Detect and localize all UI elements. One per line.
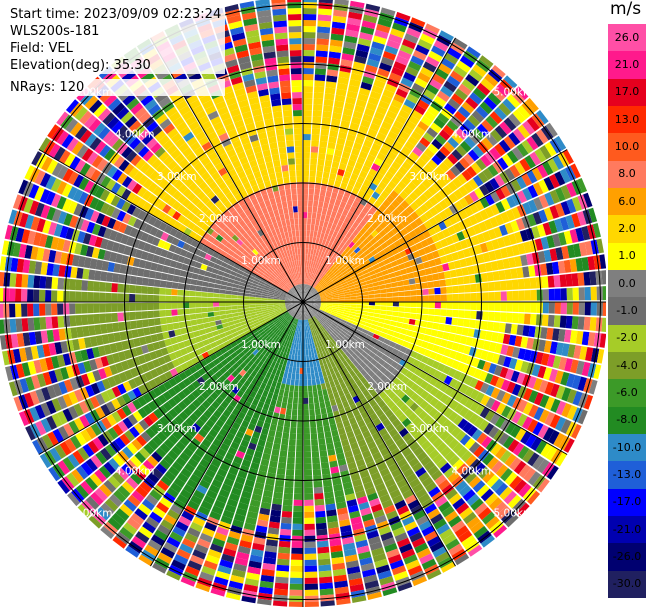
colorbar-segment <box>608 352 646 380</box>
elevation: Elevation(deg): 35.30 <box>10 57 226 74</box>
azimuth-spokes <box>0 0 606 607</box>
colorbar-tick-label: 6.0 <box>618 194 636 208</box>
instrument-name: WLS200s-181 <box>10 23 226 40</box>
range-label: 5.00km <box>494 507 534 519</box>
range-label: 2.00km <box>367 213 407 225</box>
colorbar-segment <box>608 133 646 162</box>
ppi-velocity-plot: 1.00km 2.00km 3.00km 4.00km 5.00km 1.00km 2.00… <box>0 0 606 607</box>
colorbar-segment <box>608 188 646 216</box>
colorbar-segment <box>608 461 646 490</box>
range-label: 2.00km <box>199 213 239 225</box>
colorbar-tick-label: -10.0 <box>612 440 642 454</box>
range-label: 2.00km <box>199 381 239 393</box>
field-name: Field: VEL <box>10 40 226 57</box>
colorbar-segment <box>608 24 646 52</box>
colorbar-tick-label: 17.0 <box>614 85 640 99</box>
scan-info: Start time: 2023/09/09 02:23:24 WLS200s-… <box>10 6 226 96</box>
colorbar-tick-label: -21.0 <box>612 522 642 536</box>
colorbar: 26.0 21.0 17.0 13.0 10.0 8.0 6.0 2.0 1.0 0.0 -1.0 -… <box>608 24 646 599</box>
range-label: 2.00km <box>367 381 407 393</box>
range-label: 5.00km <box>73 507 113 519</box>
colorbar-segment <box>608 406 646 435</box>
colorbar-segment <box>608 106 646 134</box>
colorbar-tick-label: 2.0 <box>618 222 636 235</box>
start-time: Start time: 2023/09/09 02:23:24 <box>10 6 226 23</box>
nrays: NRays: 120 <box>10 79 226 96</box>
range-label: 3.00km <box>157 171 197 183</box>
colorbar-tick-label: -6.0 <box>616 386 638 399</box>
range-label: 4.00km <box>451 465 491 477</box>
colorbar-tick-label: 8.0 <box>618 167 636 181</box>
colorbar-tick-label: 1.0 <box>618 249 636 263</box>
colorbar-tick-label: -17.0 <box>612 495 642 509</box>
colorbar-segment <box>608 543 646 572</box>
range-label: 3.00km <box>409 171 449 183</box>
colorbar-tick-label: 26.0 <box>614 30 640 44</box>
range-label: 4.00km <box>115 465 155 477</box>
colorbar-tick-label: -13.0 <box>612 468 642 481</box>
colorbar-segment <box>608 78 646 107</box>
range-label: 3.00km <box>409 423 449 435</box>
colorbar-segment <box>608 270 646 298</box>
range-label: 1.00km <box>325 255 365 267</box>
colorbar-segment <box>608 215 646 244</box>
colorbar-tick-label: 21.0 <box>614 58 640 71</box>
range-label: 4.00km <box>115 129 155 141</box>
colorbar-segment <box>608 160 646 189</box>
colorbar-tick-label: 13.0 <box>614 112 640 126</box>
colorbar-segment <box>608 51 646 80</box>
range-label: 5.00km <box>494 87 534 99</box>
colorbar-unit: m/s <box>610 0 642 19</box>
colorbar-tick-label: 0.0 <box>618 276 636 290</box>
azimuth-spoke <box>150 37 456 567</box>
colorbar-tick-label: -1.0 <box>616 304 638 317</box>
colorbar-segment <box>608 434 646 462</box>
colorbar-tick-label: -2.0 <box>616 331 638 345</box>
colorbar-tick-label: -30.0 <box>612 577 642 591</box>
colorbar-segment <box>608 242 646 271</box>
colorbar-segment <box>608 324 646 353</box>
range-label: 4.00km <box>451 129 491 141</box>
colorbar-tick-label: -4.0 <box>616 358 638 372</box>
range-label: 1.00km <box>241 255 281 267</box>
colorbar-segment <box>608 379 646 408</box>
colorbar-segment <box>608 297 646 326</box>
colorbar-segment <box>608 488 646 517</box>
colorbar-segment <box>608 516 646 544</box>
range-label: 1.00km <box>241 339 281 351</box>
colorbar-tick-label: -26.0 <box>612 550 642 563</box>
colorbar-segment <box>608 570 646 599</box>
range-label: 1.00km <box>325 339 365 351</box>
colorbar-tick-label: 10.0 <box>614 140 640 153</box>
colorbar-tick-label: -8.0 <box>616 413 638 427</box>
range-label: 3.00km <box>157 423 197 435</box>
